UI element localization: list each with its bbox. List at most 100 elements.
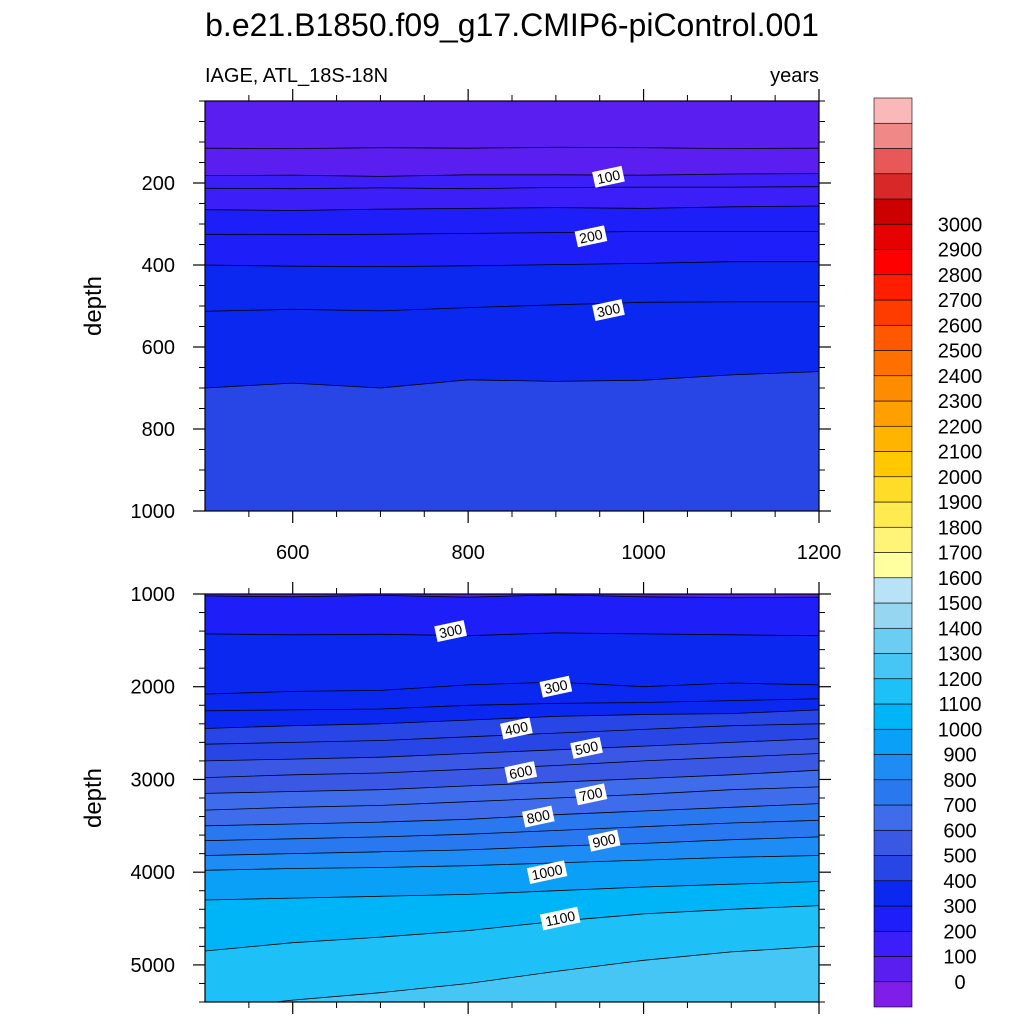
colorbar-label: 2800: [938, 265, 983, 287]
contour-fills: 300 300 400 500 600 700 800 900 1000 1100: [205, 594, 819, 1002]
contour-label-bg: [592, 299, 625, 322]
contour-line: [205, 738, 819, 762]
figure-title: b.e21.B1850.f09_g17.CMIP6-piControl.001: [205, 7, 819, 43]
contour-label: 500: [573, 738, 599, 759]
colorbar-box: [873, 249, 913, 276]
colorbar-label: 1100: [938, 694, 981, 716]
colorbar-box: [873, 122, 913, 149]
contour-label: 100: [595, 167, 621, 188]
colorbar-box: [873, 956, 913, 983]
x-tick-label: 800: [451, 542, 484, 564]
contour-label: 600: [508, 762, 534, 783]
colorbar-box: [873, 981, 913, 1008]
colorbar-label: 2300: [938, 391, 983, 413]
x-tick-label: 1000: [621, 542, 666, 564]
contour-label-bg: [539, 906, 581, 931]
y-tick-label: 3000: [131, 769, 176, 791]
colorbar-box: [873, 476, 913, 503]
contour-line: [205, 681, 819, 695]
colorbar-box: [873, 829, 913, 856]
colorbar-label: 2700: [938, 290, 983, 312]
colorbar-label: 1300: [938, 644, 983, 666]
colorbar-label: 1600: [938, 568, 983, 590]
colorbar-label: 2600: [938, 315, 983, 337]
colorbar-box: [873, 299, 913, 326]
fill-band: [205, 371, 819, 511]
contour-label: 400: [503, 718, 529, 739]
colorbar-label: 2400: [938, 366, 983, 388]
colorbar-box: [873, 425, 913, 452]
y-axis-label: depth: [80, 276, 107, 336]
colorbar-box: [873, 451, 913, 478]
colorbar-label: 0: [954, 972, 965, 994]
contour-line: [205, 186, 819, 190]
colorbar-box: [873, 804, 913, 831]
y-tick-label: 2000: [131, 677, 176, 699]
colorbar-label: 300: [943, 896, 976, 918]
contour-line: [205, 173, 819, 177]
panels: 100 200 300 200 400 600 800 1000 600 800 1000 1200 d…: [80, 89, 841, 1014]
colorbar-box: [873, 653, 913, 680]
contour-line: [205, 594, 819, 599]
colorbar-box: [873, 324, 913, 351]
contour-label-bg: [592, 165, 625, 188]
colorbar-label: 100: [943, 947, 976, 969]
x-tick-label: 1200: [797, 542, 842, 564]
y-tick-label: 200: [142, 173, 175, 195]
colorbar-label: 2000: [938, 467, 983, 489]
colorbar-box: [873, 526, 913, 553]
colorbar-box: [873, 754, 913, 781]
colorbar-box: [873, 930, 913, 957]
contour-line: [205, 836, 819, 856]
colorbar-label: 200: [943, 921, 976, 943]
colorbar-label: 900: [943, 745, 976, 767]
contour-fills: 100 200 300: [205, 101, 819, 511]
colorbar-box: [873, 728, 913, 755]
colorbar-box: [873, 779, 913, 806]
colorbar-box: [873, 350, 913, 377]
y-axis-label: depth: [80, 768, 107, 828]
x-tick-label: 600: [276, 542, 309, 564]
contour-line: [205, 786, 819, 811]
contour-line: [205, 301, 819, 312]
contour-label: 300: [543, 676, 569, 697]
contour-line: [270, 946, 819, 1002]
contour-line: [205, 819, 819, 842]
colorbar-label: 1900: [938, 492, 983, 514]
contour-label-bg: [434, 620, 467, 643]
colorbar-box: [873, 400, 913, 427]
colorbar-label: 1200: [938, 669, 983, 691]
contour-line: [205, 855, 819, 871]
y-tick-label: 5000: [131, 955, 176, 977]
contour-label-bg: [574, 783, 608, 806]
panel-upper: 100 200 300 200 400 600 800 1000 600 800 1000 1200 d…: [80, 89, 841, 564]
colorbar-box: [873, 905, 913, 932]
contour-label-bg: [521, 805, 555, 828]
colorbar-box: [873, 703, 913, 730]
y-tick-label: 800: [142, 419, 175, 441]
contour-line: [205, 261, 819, 268]
colorbar-box: [873, 375, 913, 402]
contour-label-bg: [500, 717, 533, 740]
contour-line: [205, 205, 819, 211]
contour-label-bg: [570, 736, 603, 759]
colorbar-label: 1700: [938, 543, 983, 565]
contour-line: [205, 371, 819, 389]
y-tick-label: 400: [142, 255, 175, 277]
panel-lower: 300 300 400 500 600 700 800 900 1000 1100 1000 2000…: [80, 582, 831, 1014]
contour-line: [205, 698, 819, 712]
contour-label: 800: [525, 806, 551, 827]
contour-label: 300: [438, 621, 464, 642]
colorbar-box: [873, 602, 913, 629]
contour-line: [205, 709, 819, 729]
contour-line: [205, 632, 819, 637]
contour-line: [205, 881, 819, 901]
colorbar-box: [873, 855, 913, 882]
colorbar-label: 1400: [938, 618, 983, 640]
colorbar-label: 700: [943, 795, 976, 817]
colorbar-box: [873, 552, 913, 579]
contour-label: 900: [591, 830, 617, 851]
colorbar-box: [873, 627, 913, 654]
colorbar-label: 600: [943, 820, 976, 842]
